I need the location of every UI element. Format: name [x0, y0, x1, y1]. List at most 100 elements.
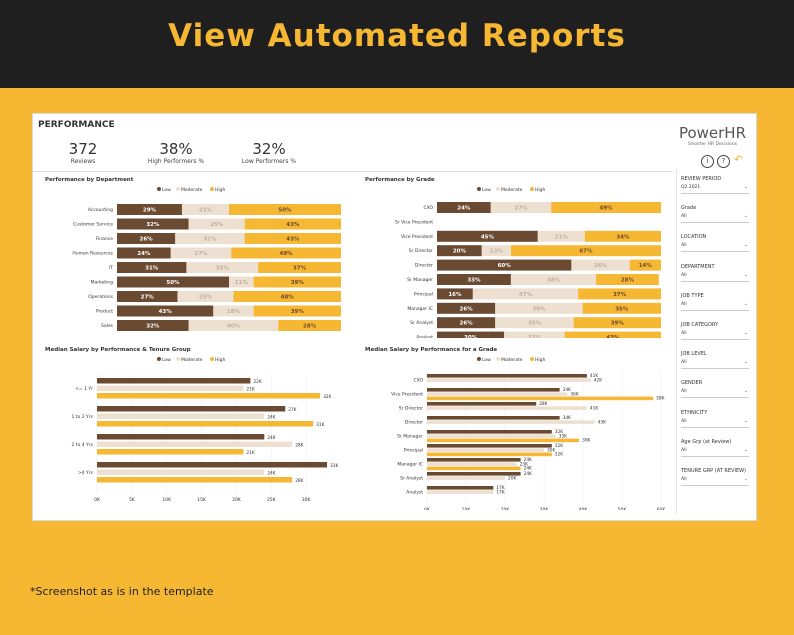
filter-gender[interactable]: GENDER All ⌄: [681, 380, 751, 409]
data-label: 26%: [460, 321, 474, 327]
chevron-down-icon[interactable]: ⌄: [743, 242, 748, 249]
legend-label: Low: [482, 357, 491, 363]
bar-segment: [117, 276, 229, 288]
bar: [97, 413, 265, 419]
bar-segment: [504, 331, 565, 338]
filter-dropdown[interactable]: All ⌄: [681, 213, 749, 224]
filter-department[interactable]: DEPARTMENT All ⌄: [681, 264, 751, 293]
tick-label: 0K: [424, 507, 431, 510]
data-label: 26%: [460, 306, 474, 312]
filter-tenure-grp-at-review[interactable]: TENURE GRP (AT REVIEW) All ⌄: [681, 468, 751, 497]
divider: [33, 171, 673, 172]
filter-dropdown[interactable]: Q2 2021 ⌄: [681, 184, 749, 194]
category-label: >4 Yrs: [78, 470, 94, 476]
filter-job-type[interactable]: JOB TYPE All ⌄: [681, 293, 751, 322]
bar-segment: [437, 331, 505, 338]
chevron-down-icon[interactable]: ⌄: [743, 213, 748, 220]
chevron-down-icon[interactable]: ⌄: [743, 359, 748, 366]
bar: [427, 434, 556, 438]
data-label: 22K: [253, 379, 261, 385]
bar-segment: [510, 245, 661, 257]
filter-separator: [676, 169, 677, 514]
bar: [97, 385, 244, 391]
filter-dropdown[interactable]: All ⌄: [681, 300, 749, 311]
chevron-down-icon[interactable]: ⌄: [743, 417, 748, 424]
category-label: Sr Manager: [407, 277, 433, 283]
filter-review-period[interactable]: REVIEW PERIOD Q2 2021 ⌄: [681, 176, 751, 205]
help-icon[interactable]: ?: [717, 155, 730, 168]
bar-segment: [437, 288, 473, 300]
filter-dropdown[interactable]: All ⌄: [681, 242, 749, 253]
bar-segment: [117, 262, 187, 273]
bar-segment: [573, 317, 661, 329]
chevron-down-icon[interactable]: ⌄: [743, 300, 748, 307]
chevron-down-icon[interactable]: ⌄: [743, 388, 748, 395]
category-label: Customer Service: [73, 222, 113, 228]
filter-panel: REVIEW PERIOD Q2 2021 ⌄ Grade All ⌄ LOCATION Al…: [681, 176, 751, 497]
filter-label: JOB LEVEL: [681, 351, 707, 358]
bar-segment: [437, 274, 511, 285]
filter-age-grp-at-review[interactable]: Age Grp (at Review) All ⌄: [681, 439, 751, 468]
chart-median-salary-by-tenure: Median Salary by Performance & Tenure Gr…: [45, 347, 339, 503]
filter-dropdown[interactable]: All ⌄: [681, 388, 749, 399]
category-label: 1 to 2 Yrs: [72, 414, 94, 420]
filter-job-category[interactable]: JOB CATEGORY All ⌄: [681, 322, 751, 351]
legend-label: Low: [162, 187, 171, 193]
data-label: 39%: [291, 280, 305, 286]
info-icon[interactable]: i: [701, 155, 714, 168]
filter-grade[interactable]: Grade All ⌄: [681, 205, 751, 234]
back-arrow-icon[interactable]: ↶: [733, 153, 744, 166]
category-label: CXO: [424, 205, 434, 211]
filter-value: All: [681, 389, 687, 395]
chevron-down-icon[interactable]: ⌄: [743, 446, 748, 453]
data-label: 32%: [146, 222, 160, 228]
chart-performance-by-grade: Performance by Grade Low Moderate High CXO 24…: [365, 177, 661, 338]
bar-segment: [510, 274, 597, 285]
chart-title: Median Salary by Performance & Tenure Gr…: [45, 347, 191, 353]
report-canvas: PERFORMANCE 372 Reviews 38% High Perform…: [32, 113, 757, 521]
bar-segment: [437, 259, 572, 271]
chevron-down-icon[interactable]: ⌄: [743, 475, 748, 482]
chart-title: Performance by Department: [45, 177, 134, 183]
bar-segment: [495, 302, 583, 314]
legend-swatch: [530, 187, 534, 191]
chevron-down-icon[interactable]: ⌄: [743, 184, 748, 190]
powerhr-logo: PowerHR Smarter HR Decisions: [679, 124, 746, 147]
kpi-reviews: 372 Reviews: [58, 140, 108, 165]
data-label: 48%: [281, 295, 295, 301]
chevron-down-icon[interactable]: ⌄: [743, 329, 748, 336]
filter-dropdown[interactable]: All ⌄: [681, 446, 749, 457]
filter-dropdown[interactable]: All ⌄: [681, 359, 749, 370]
bar-segment: [578, 288, 661, 300]
bar-segment: [233, 291, 341, 302]
data-label: 11%: [235, 280, 249, 286]
chevron-down-icon[interactable]: ⌄: [743, 271, 748, 278]
filter-dropdown[interactable]: All ⌄: [681, 271, 749, 282]
data-label: 41K: [590, 405, 598, 411]
filter-value: All: [681, 301, 687, 307]
filter-dropdown[interactable]: All ⌄: [681, 329, 749, 340]
data-label: 31K: [316, 422, 324, 428]
bar-segment: [244, 218, 341, 230]
bar-segment: [564, 331, 661, 338]
bar-segment: [117, 320, 189, 331]
filter-dropdown[interactable]: All ⌄: [681, 475, 749, 486]
legend-label: Moderate: [181, 357, 203, 363]
filter-location[interactable]: LOCATION All ⌄: [681, 234, 751, 263]
data-label: 24%: [137, 251, 151, 257]
tick-label: 0K: [94, 497, 101, 503]
kpi-value: 32%: [252, 140, 286, 158]
data-label: 24K: [267, 471, 275, 477]
filter-dropdown[interactable]: All ⌄: [681, 417, 749, 428]
data-label: 60%: [498, 263, 512, 269]
bar: [427, 486, 494, 490]
data-label: 43%: [286, 222, 300, 228]
data-label: 32K: [555, 452, 563, 458]
bar-segment: [177, 291, 234, 302]
bar-segment: [175, 233, 245, 244]
filter-ethnicity[interactable]: ETHNICITY All ⌄: [681, 410, 751, 439]
data-label: 30%: [464, 335, 478, 338]
data-label: 45%: [481, 234, 495, 240]
bar-segment: [170, 247, 232, 259]
filter-job-level[interactable]: JOB LEVEL All ⌄: [681, 351, 751, 380]
